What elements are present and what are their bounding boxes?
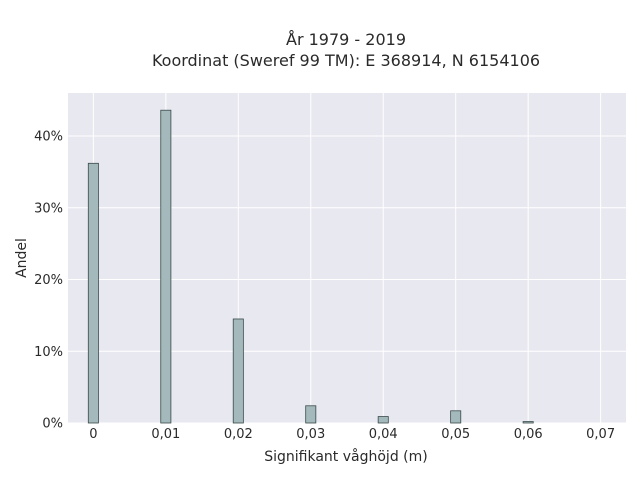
plot-area — [68, 93, 626, 423]
y-tick-label: 10% — [34, 345, 63, 360]
y-tick-label: 40% — [34, 130, 63, 145]
histogram-bar — [305, 405, 317, 424]
bars — [87, 109, 534, 424]
x-tick-label: 0,05 — [441, 427, 470, 442]
x-tick-label: 0,07 — [586, 427, 615, 442]
x-tick-label: 0,02 — [224, 427, 253, 442]
x-tick-label: 0,06 — [514, 427, 543, 442]
y-axis-ticks: 0% 10% 20% 30% 40% — [34, 130, 63, 432]
x-axis-ticks: 0 0,01 0,02 0,03 0,04 0,05 0,06 0,07 — [89, 427, 615, 442]
x-tick-label: 0 — [89, 427, 97, 442]
y-tick-label: 20% — [34, 273, 63, 288]
histogram-bar — [160, 109, 172, 424]
y-axis-label: Andel — [14, 238, 30, 278]
x-axis-label: Signifikant våghöjd (m) — [264, 448, 427, 465]
histogram-bar — [232, 318, 244, 424]
histogram-bar — [377, 416, 389, 424]
chart-subtitle: Koordinat (Sweref 99 TM): E 368914, N 61… — [152, 51, 540, 70]
x-tick-label: 0,01 — [151, 427, 180, 442]
histogram-bar — [450, 410, 462, 424]
y-tick-label: 30% — [34, 201, 63, 216]
chart-title: År 1979 - 2019 — [286, 30, 406, 49]
y-tick-label: 0% — [42, 417, 63, 432]
histogram-bar — [87, 162, 99, 424]
x-tick-label: 0,04 — [369, 427, 398, 442]
histogram-bar — [522, 421, 534, 424]
x-tick-label: 0,03 — [296, 427, 325, 442]
